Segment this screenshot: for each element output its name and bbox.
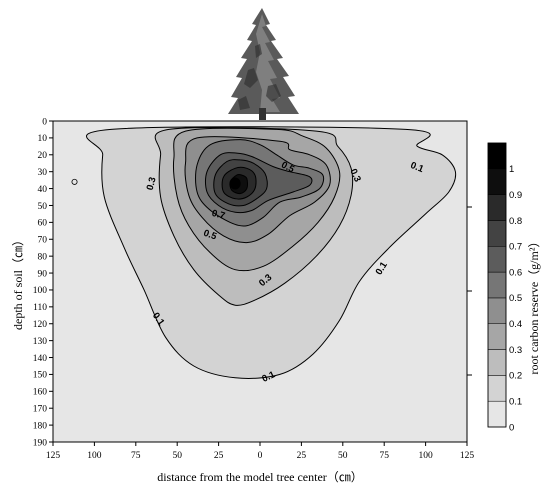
y-tick-label: 110 xyxy=(33,303,47,313)
colorbar: 0 0.1 0.2 0.3 0.4 0.5 0.6 0.7 0.8 0.9 1 root carbo… xyxy=(487,142,541,433)
x-tick-label: 100 xyxy=(418,451,433,461)
colorbar-tick-label: 0.6 xyxy=(509,267,522,278)
contour-line-0.8 xyxy=(221,166,257,200)
x-axis-ticks: 125 100 75 50 25 0 25 50 75 100 125 xyxy=(46,442,475,461)
y-tick-label: 50 xyxy=(38,202,48,212)
contour-label: 0.3 xyxy=(347,167,363,184)
colorbar-tick-label: 0 xyxy=(509,422,514,433)
contour-line-0.2 xyxy=(154,126,354,306)
colorbar-cell xyxy=(487,142,507,170)
y-tick-label: 70 xyxy=(38,236,48,246)
contour-label: 0.7 xyxy=(211,208,227,222)
colorbar-tick-label: 0.2 xyxy=(509,371,522,382)
x-tick-label: 100 xyxy=(87,451,102,461)
contour-line-0.4 xyxy=(184,136,331,244)
colorbar-tick-label: 0.1 xyxy=(509,396,522,407)
colorbar-tick-label: 0.9 xyxy=(509,190,522,201)
colorbar-cell xyxy=(487,246,507,273)
tree-illustration xyxy=(228,8,299,120)
colorbar-tick-label: 0.5 xyxy=(509,293,522,304)
colorbar-tick-label: 0.7 xyxy=(509,242,522,253)
tree-crown-dark xyxy=(238,44,281,110)
x-tick-label: 75 xyxy=(379,451,389,461)
contour-line-0.5 xyxy=(195,139,325,227)
y-tick-label: 90 xyxy=(38,269,48,279)
colorbar-cell xyxy=(487,297,507,324)
contour-label: 0.3 xyxy=(145,176,159,192)
contour-label: 0.5 xyxy=(202,228,219,243)
contour-line-0.7 xyxy=(213,159,268,207)
contour-line-0.3 xyxy=(172,127,341,272)
x-tick-label: 25 xyxy=(214,451,224,461)
colorbar-frame xyxy=(487,142,507,428)
contour-label: 0.1 xyxy=(409,160,426,175)
x-tick-label: 0 xyxy=(258,451,263,461)
colorbar-tick-label: 0.4 xyxy=(509,319,522,330)
peak-spot xyxy=(229,177,241,190)
colorbar-cell xyxy=(487,400,507,428)
x-axis-label: distance from the model tree center（㎝） xyxy=(157,470,363,484)
outlier-contour xyxy=(71,178,78,185)
x-tick-label: 50 xyxy=(172,451,182,461)
colorbar-label: root carbon reserve（g/m²） xyxy=(527,236,541,375)
y-tick-label: 80 xyxy=(38,252,48,262)
y-tick-label: 120 xyxy=(33,320,48,330)
colorbar-cell xyxy=(487,323,507,350)
y-tick-label: 30 xyxy=(38,168,48,178)
y-tick-label: 60 xyxy=(38,219,48,229)
colorbar-cell xyxy=(487,271,507,299)
y-tick-label: 0 xyxy=(42,117,47,127)
y-tick-label: 180 xyxy=(33,421,48,431)
x-tick-label: 125 xyxy=(46,451,61,461)
y-tick-label: 20 xyxy=(38,151,48,161)
y-tick-label: 170 xyxy=(33,405,48,415)
y-tick-label: 160 xyxy=(33,388,48,398)
colorbar-cell xyxy=(487,194,507,221)
colorbar-cell xyxy=(487,349,507,376)
colorbar-tick-label: 1 xyxy=(509,164,514,175)
y-tick-label: 40 xyxy=(38,185,48,195)
y-tick-label: 150 xyxy=(33,371,48,381)
x-tick-label: 50 xyxy=(338,451,348,461)
y-tick-label: 140 xyxy=(33,354,48,364)
x-tick-label: 125 xyxy=(460,451,475,461)
y-tick-label: 130 xyxy=(33,337,48,347)
colorbar-tick-label: 0.3 xyxy=(509,345,522,356)
x-tick-label: 25 xyxy=(297,451,307,461)
y-axis-ticks: 0 10 20 30 40 50 60 70 80 90 100 110 120 130 140 150 160… xyxy=(33,117,53,448)
colorbar-tick-labels: 0 0.1 0.2 0.3 0.4 0.5 0.6 0.7 0.8 0.9 1 xyxy=(509,164,522,433)
y-axis-label: depth of soil（㎝） xyxy=(11,234,25,330)
colorbar-cells xyxy=(487,142,507,428)
colorbar-cell xyxy=(487,375,507,402)
y-tick-label: 190 xyxy=(33,438,48,448)
contour-lines xyxy=(85,126,457,379)
tree-trunk xyxy=(259,108,266,120)
plot-area: 0.5 0.3 0.10.30.70.50.30.10.10.1 125 100 75 5… xyxy=(33,117,475,461)
colorbar-cell xyxy=(487,168,507,195)
y-tick-label: 10 xyxy=(38,134,48,144)
contour-label: 0.1 xyxy=(260,369,277,385)
y-tick-label: 100 xyxy=(33,286,48,296)
x-tick-label: 75 xyxy=(131,451,141,461)
colorbar-tick-label: 0.8 xyxy=(509,216,522,227)
colorbar-cell xyxy=(487,220,507,247)
contour-line-0.1 xyxy=(85,126,457,379)
contour-line-0.6 xyxy=(204,152,313,214)
